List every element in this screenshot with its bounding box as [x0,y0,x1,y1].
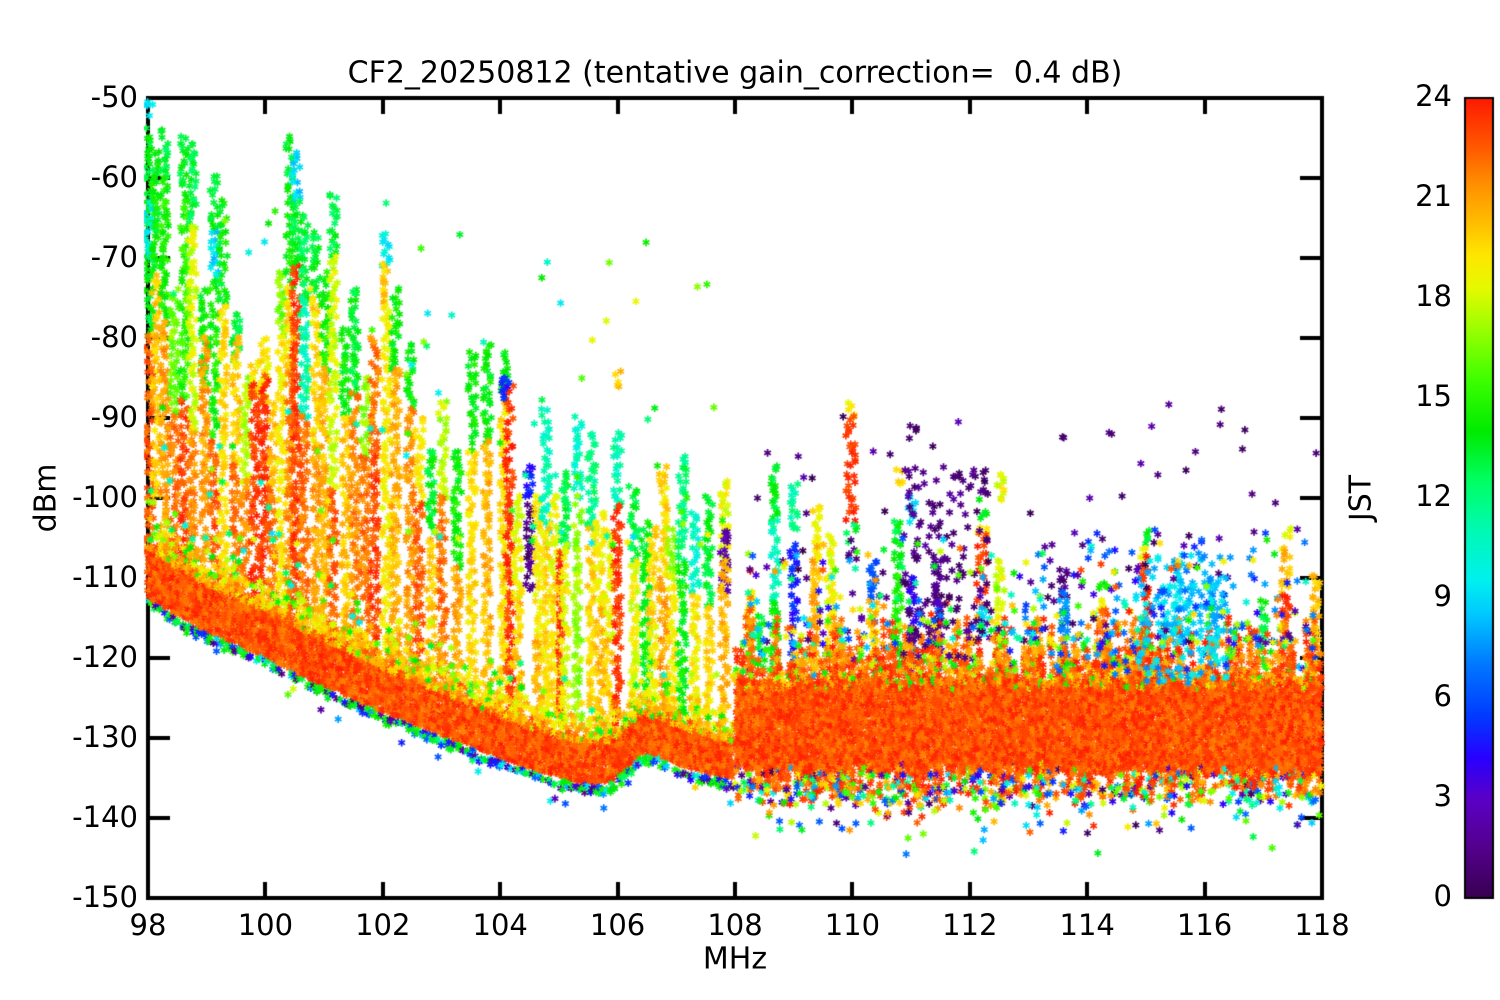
ytick-label: -120 [72,640,138,674]
cbtick-label: 6 [1433,679,1452,713]
ytick-label: -140 [72,800,138,834]
cbtick-label: 15 [1415,379,1452,413]
xtick-label: 108 [707,908,763,942]
ytick-label: -50 [90,80,138,114]
x-axis-label: MHz [702,941,768,977]
chart-title: CF2_20250812 (tentative gain_correction=… [347,55,1123,91]
cbtick-label: 9 [1433,579,1452,613]
ytick-label: -150 [72,880,138,914]
cbtick-label: 18 [1415,279,1452,313]
xtick-label: 104 [472,908,528,942]
xtick-label: 98 [129,908,167,942]
cbtick-label: 24 [1415,79,1452,113]
cbtick-label: 3 [1433,779,1452,813]
colorbar-label: JST [1343,474,1379,522]
cbtick-label: 12 [1415,479,1452,513]
xtick-label: 102 [355,908,411,942]
xtick-label: 114 [1059,908,1115,942]
ytick-label: -60 [90,160,138,194]
ytick-label: -110 [72,560,138,594]
ytick-label: -70 [90,240,138,274]
ytick-label: -130 [72,720,138,754]
xtick-label: 110 [824,908,881,942]
xtick-label: 118 [1294,908,1350,942]
xtick-label: 112 [942,908,998,942]
ytick-label: -100 [72,480,138,514]
xtick-label: 116 [1176,908,1233,942]
xtick-label: 106 [589,908,646,942]
ytick-label: -80 [90,320,138,354]
cbtick-label: 21 [1415,179,1452,213]
cbtick-label: 0 [1433,879,1452,913]
ytick-label: -90 [90,400,138,434]
xtick-label: 100 [237,908,294,942]
